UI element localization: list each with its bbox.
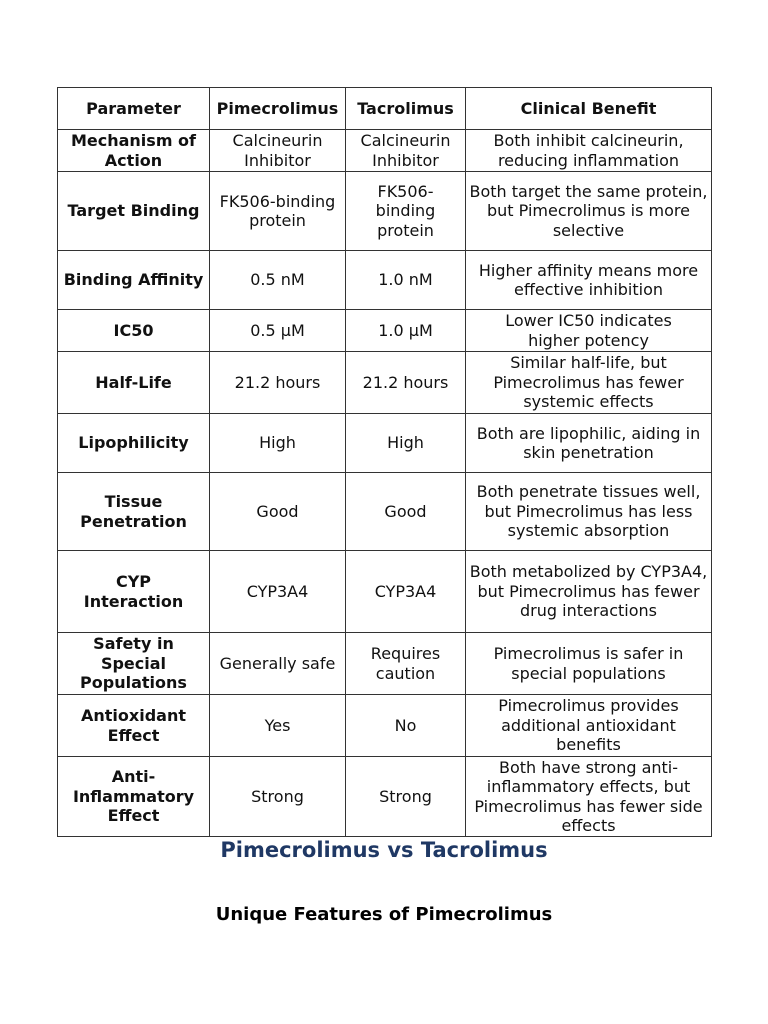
row-clinical-benefit: Pimecrolimus is safer in special populat… xyxy=(465,632,712,695)
row-pimecrolimus-value: Generally safe xyxy=(209,632,346,695)
section-heading: Unique Features of Pimecrolimus xyxy=(215,904,553,925)
row-parameter: Tissue Penetration xyxy=(57,472,210,551)
table-row: Binding Affinity 0.5 nM 1.0 nM Higher af… xyxy=(57,250,712,310)
document-title: Pimecrolimus vs Tacrolimus xyxy=(220,838,548,862)
row-clinical-benefit: Both target the same protein, but Pimecr… xyxy=(465,171,712,251)
header-pimecrolimus-label: Pimecrolimus xyxy=(216,99,339,118)
row-tacrolimus-value: 21.2 hours xyxy=(345,351,466,414)
row-clinical-benefit: Both are lipophilic, aiding in skin pene… xyxy=(465,413,712,473)
row-tacrolimus-value: 1.0 μM xyxy=(345,309,466,352)
row-clinical-benefit: Both inhibit calcineurin, reducing infla… xyxy=(465,129,712,172)
header-tacrolimus: Tacrolimus xyxy=(345,87,466,130)
header-pimecrolimus: Pimecrolimus xyxy=(209,87,346,130)
row-tacrolimus-value: CYP3A4 xyxy=(345,550,466,633)
table-row: Anti-Inflammatory Effect Strong Strong B… xyxy=(57,756,712,837)
row-parameter: Binding Affinity xyxy=(57,250,210,310)
row-tacrolimus-value: Calcineurin Inhibitor xyxy=(345,129,466,172)
header-parameter: Parameter xyxy=(57,87,210,130)
row-pimecrolimus-value: CYP3A4 xyxy=(209,550,346,633)
header-clinical-benefit: Clinical Benefit xyxy=(465,87,712,130)
row-parameter: CYP Interaction xyxy=(57,550,210,633)
table-row: Antioxidant Effect Yes No Pimecrolimus p… xyxy=(57,694,712,757)
row-clinical-benefit: Both have strong anti-inflammatory effec… xyxy=(465,756,712,837)
row-tacrolimus-value: No xyxy=(345,694,466,757)
row-clinical-benefit: Both metabolized by CYP3A4, but Pimecrol… xyxy=(465,550,712,633)
comparison-table: Parameter Pimecrolimus Tacrolimus Clinic… xyxy=(57,87,712,837)
table-row: Target Binding FK506-binding protein FK5… xyxy=(57,171,712,251)
row-pimecrolimus-value: 0.5 nM xyxy=(209,250,346,310)
row-pimecrolimus-value: High xyxy=(209,413,346,473)
row-parameter: Safety in Special Populations xyxy=(57,632,210,695)
row-pimecrolimus-value: 0.5 μM xyxy=(209,309,346,352)
row-parameter: Antioxidant Effect xyxy=(57,694,210,757)
row-parameter: Lipophilicity xyxy=(57,413,210,473)
row-parameter: Mechanism of Action xyxy=(57,129,210,172)
table-row: Tissue Penetration Good Good Both penetr… xyxy=(57,472,712,551)
row-parameter: IC50 xyxy=(57,309,210,352)
table-row: Half-Life 21.2 hours 21.2 hours Similar … xyxy=(57,351,712,414)
row-pimecrolimus-value: Strong xyxy=(209,756,346,837)
row-parameter: Target Binding xyxy=(57,171,210,251)
table-row: IC50 0.5 μM 1.0 μM Lower IC50 indicates … xyxy=(57,309,712,352)
row-tacrolimus-value: Good xyxy=(345,472,466,551)
row-pimecrolimus-value: 21.2 hours xyxy=(209,351,346,414)
row-tacrolimus-value: Strong xyxy=(345,756,466,837)
row-pimecrolimus-value: Calcineurin Inhibitor xyxy=(209,129,346,172)
row-tacrolimus-value: High xyxy=(345,413,466,473)
row-pimecrolimus-value: Yes xyxy=(209,694,346,757)
row-pimecrolimus-value: FK506-binding protein xyxy=(209,171,346,251)
table-row: Lipophilicity High High Both are lipophi… xyxy=(57,413,712,473)
row-clinical-benefit: Lower IC50 indicates higher potency xyxy=(465,309,712,352)
row-tacrolimus-value: Requires caution xyxy=(345,632,466,695)
row-clinical-benefit: Similar half-life, but Pimecrolimus has … xyxy=(465,351,712,414)
table-row: CYP Interaction CYP3A4 CYP3A4 Both metab… xyxy=(57,550,712,633)
table-row: Mechanism of Action Calcineurin Inhibito… xyxy=(57,129,712,172)
row-parameter: Anti-Inflammatory Effect xyxy=(57,756,210,837)
table-header-row: Parameter Pimecrolimus Tacrolimus Clinic… xyxy=(57,87,712,130)
table-row: Safety in Special Populations Generally … xyxy=(57,632,712,695)
row-clinical-benefit: Both penetrate tissues well, but Pimecro… xyxy=(465,472,712,551)
row-clinical-benefit: Pimecrolimus provides additional antioxi… xyxy=(465,694,712,757)
row-tacrolimus-value: 1.0 nM xyxy=(345,250,466,310)
row-tacrolimus-value: FK506-binding protein xyxy=(345,171,466,251)
row-parameter: Half-Life xyxy=(57,351,210,414)
row-pimecrolimus-value: Good xyxy=(209,472,346,551)
row-clinical-benefit: Higher affinity means more effective inh… xyxy=(465,250,712,310)
